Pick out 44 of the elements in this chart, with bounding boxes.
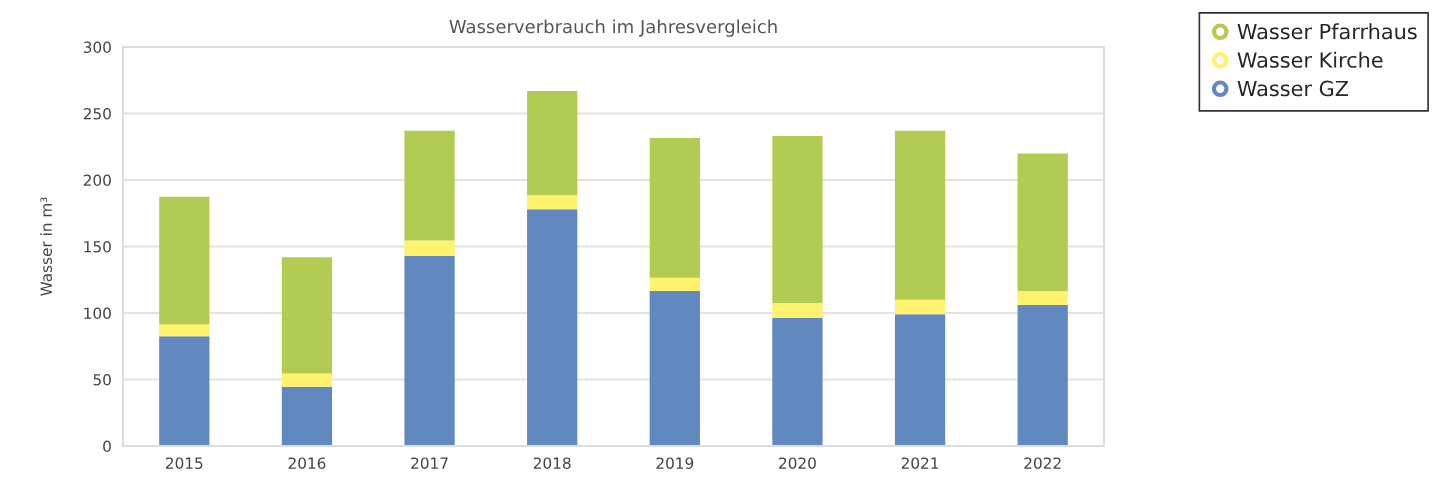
bar <box>1017 305 1068 446</box>
bar <box>404 130 455 241</box>
y-axis-title: Wasser in m³ <box>40 197 52 296</box>
bar <box>527 90 578 196</box>
bar <box>772 136 823 304</box>
x-tick-label: 2021 <box>901 457 939 469</box>
x-tick-label: 2018 <box>533 457 571 469</box>
x-tick-label: 2015 <box>165 457 203 469</box>
bar <box>527 195 578 210</box>
legend-label: Wasser Kirche <box>1237 51 1383 68</box>
x-tick-label: 2016 <box>288 457 326 469</box>
y-tick-label: 0 <box>103 440 111 453</box>
bar <box>649 277 700 292</box>
y-tick-label: 150 <box>84 240 111 253</box>
bar <box>159 196 210 325</box>
bar <box>649 138 700 278</box>
bar <box>404 240 455 256</box>
bar <box>894 130 946 300</box>
bar <box>404 255 455 446</box>
chart-title: Wasserverbrauch im Jahresvergleich <box>449 19 777 37</box>
bar <box>649 291 700 446</box>
x-tick-label: 2020 <box>779 457 816 469</box>
bar <box>159 336 210 446</box>
bar <box>281 257 333 374</box>
bar <box>159 324 210 337</box>
legend-label: Wasser GZ <box>1237 80 1349 97</box>
x-tick-label: 2019 <box>656 457 694 469</box>
y-tick-label: 50 <box>93 373 111 386</box>
bar <box>894 314 946 446</box>
bar <box>1017 291 1068 306</box>
bar <box>1017 153 1068 292</box>
bar <box>527 209 578 446</box>
y-tick-label: 300 <box>83 41 111 54</box>
x-tick-label: 2017 <box>411 457 448 469</box>
legend-label: Wasser Pfarrhaus <box>1237 23 1417 40</box>
y-tick-label: 100 <box>84 307 111 320</box>
bar <box>894 299 946 315</box>
bar <box>772 317 823 446</box>
y-tick-label: 250 <box>83 107 111 120</box>
bar <box>281 386 333 446</box>
bar <box>772 303 823 318</box>
y-tick-label: 200 <box>83 174 111 187</box>
x-tick-label: 2022 <box>1024 457 1061 469</box>
bar <box>281 373 333 387</box>
